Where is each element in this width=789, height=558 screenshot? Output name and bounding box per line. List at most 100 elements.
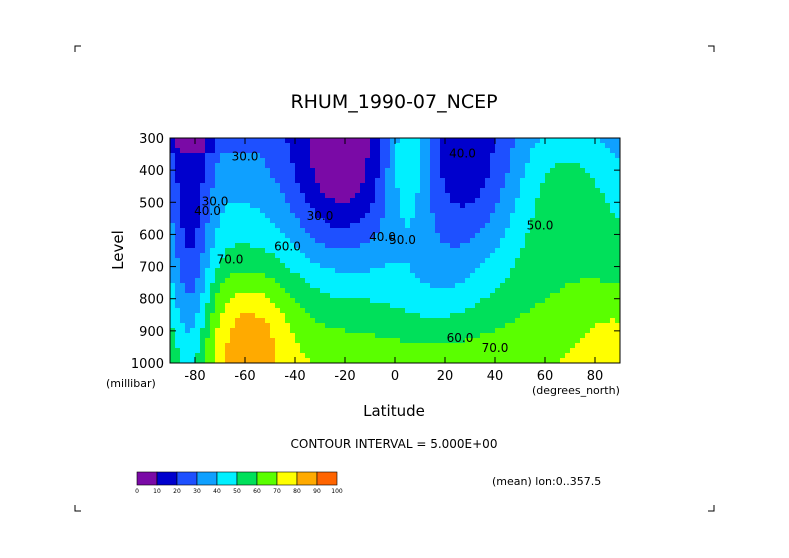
field-cell bbox=[610, 318, 616, 324]
field-cell bbox=[475, 243, 481, 249]
field-cell bbox=[480, 298, 486, 304]
field-cell bbox=[470, 208, 476, 214]
field-cell bbox=[360, 193, 366, 199]
field-cell bbox=[325, 248, 331, 254]
field-cell bbox=[415, 238, 421, 244]
field-cell bbox=[595, 198, 601, 204]
field-cell bbox=[390, 338, 396, 344]
field-cell bbox=[615, 323, 620, 329]
field-cell bbox=[325, 258, 331, 264]
field-cell bbox=[175, 293, 181, 299]
field-cell bbox=[400, 233, 406, 239]
field-cell bbox=[585, 148, 591, 154]
field-cell bbox=[570, 348, 576, 354]
field-cell bbox=[530, 138, 536, 144]
field-cell bbox=[245, 303, 251, 309]
field-cell bbox=[395, 308, 401, 314]
field-cell bbox=[495, 183, 501, 189]
field-cell bbox=[590, 223, 596, 229]
field-cell bbox=[545, 153, 551, 159]
field-cell bbox=[285, 233, 291, 239]
field-cell bbox=[345, 138, 351, 144]
field-cell bbox=[370, 248, 376, 254]
field-cell bbox=[565, 178, 571, 184]
field-cell bbox=[595, 193, 601, 199]
field-cell bbox=[450, 253, 456, 259]
field-cell bbox=[385, 258, 391, 264]
field-cell bbox=[360, 293, 366, 299]
field-cell bbox=[570, 233, 576, 239]
field-cell bbox=[175, 343, 181, 349]
field-cell bbox=[285, 333, 291, 339]
field-cell bbox=[525, 178, 531, 184]
field-cell bbox=[250, 183, 256, 189]
field-cell bbox=[205, 318, 211, 324]
field-cell bbox=[355, 168, 361, 174]
field-cell bbox=[420, 243, 426, 249]
field-cell bbox=[485, 248, 491, 254]
field-cell bbox=[405, 148, 411, 154]
field-cell bbox=[220, 143, 226, 149]
field-cell bbox=[265, 293, 271, 299]
field-cell bbox=[530, 348, 536, 354]
field-cell bbox=[360, 323, 366, 329]
field-cell bbox=[260, 333, 266, 339]
field-cell bbox=[580, 288, 586, 294]
field-cell bbox=[400, 138, 406, 144]
field-cell bbox=[320, 223, 326, 229]
field-cell bbox=[475, 198, 481, 204]
field-cell bbox=[280, 168, 286, 174]
field-cell bbox=[540, 268, 546, 274]
field-cell bbox=[345, 243, 351, 249]
field-cell bbox=[475, 158, 481, 164]
field-cell bbox=[255, 223, 261, 229]
field-cell bbox=[195, 168, 201, 174]
field-cell bbox=[530, 263, 536, 269]
field-cell bbox=[405, 338, 411, 344]
field-cell bbox=[355, 203, 361, 209]
field-cell bbox=[320, 338, 326, 344]
field-cell bbox=[170, 138, 176, 144]
field-cell bbox=[285, 358, 291, 363]
field-cell bbox=[180, 338, 186, 344]
field-cell bbox=[530, 313, 536, 319]
field-cell bbox=[455, 168, 461, 174]
field-cell bbox=[525, 268, 531, 274]
field-cell bbox=[315, 333, 321, 339]
field-cell bbox=[215, 198, 221, 204]
field-cell bbox=[340, 168, 346, 174]
field-cell bbox=[230, 333, 236, 339]
field-cell bbox=[560, 233, 566, 239]
field-cell bbox=[425, 308, 431, 314]
field-cell bbox=[400, 188, 406, 194]
field-cell bbox=[295, 178, 301, 184]
field-cell bbox=[225, 213, 231, 219]
field-cell bbox=[315, 308, 321, 314]
field-cell bbox=[590, 178, 596, 184]
field-cell bbox=[545, 193, 551, 199]
field-cell bbox=[400, 328, 406, 334]
field-cell bbox=[265, 148, 271, 154]
field-cell bbox=[585, 193, 591, 199]
field-cell bbox=[300, 258, 306, 264]
field-cell bbox=[545, 213, 551, 219]
field-cell bbox=[580, 228, 586, 234]
field-cell bbox=[335, 193, 341, 199]
field-cell bbox=[435, 178, 441, 184]
field-cell bbox=[460, 253, 466, 259]
field-cell bbox=[480, 233, 486, 239]
field-cell bbox=[220, 333, 226, 339]
field-cell bbox=[445, 233, 451, 239]
field-cell bbox=[260, 263, 266, 269]
field-cell bbox=[185, 143, 191, 149]
field-cell bbox=[600, 213, 606, 219]
field-cell bbox=[555, 268, 561, 274]
field-cell bbox=[550, 198, 556, 204]
field-cell bbox=[400, 323, 406, 329]
field-cell bbox=[275, 163, 281, 169]
field-cell bbox=[590, 203, 596, 209]
field-cell bbox=[340, 238, 346, 244]
field-cell bbox=[200, 178, 206, 184]
field-cell bbox=[580, 318, 586, 324]
field-cell bbox=[445, 173, 451, 179]
